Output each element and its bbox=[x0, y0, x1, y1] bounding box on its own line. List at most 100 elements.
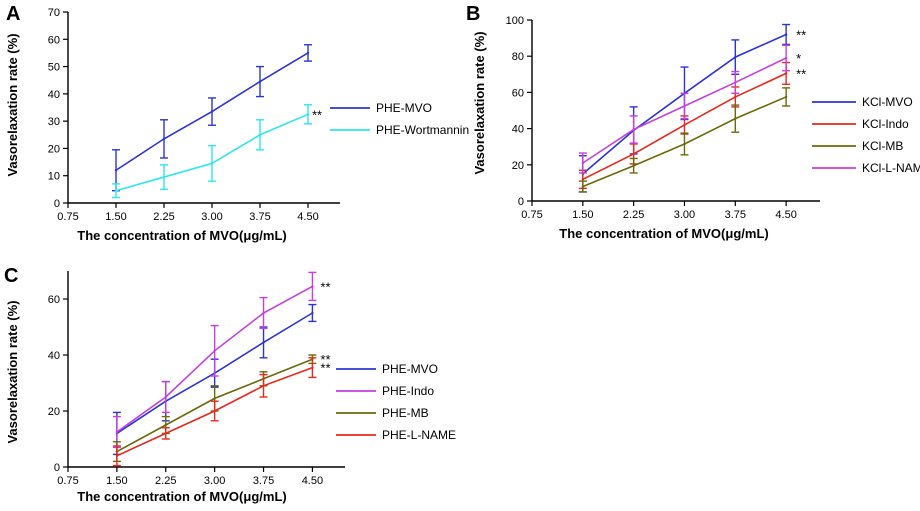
legend-label: PHE-L-NAME bbox=[382, 428, 456, 442]
series-phe-indo: ** bbox=[112, 271, 331, 449]
series-phe-wortmannin: ** bbox=[112, 104, 322, 199]
y-tick-label: 10 bbox=[48, 171, 60, 183]
data-point bbox=[210, 110, 214, 113]
data-point bbox=[115, 430, 119, 434]
legend-label: PHE-Wortmannin bbox=[376, 123, 469, 137]
data-point bbox=[164, 395, 167, 399]
data-point bbox=[632, 164, 635, 167]
y-tick-label: 70 bbox=[48, 7, 60, 19]
significance-marker: ** bbox=[796, 27, 806, 42]
data-point bbox=[581, 185, 585, 188]
x-tick-label: 4.50 bbox=[775, 209, 796, 221]
data-point bbox=[262, 384, 265, 387]
data-point bbox=[734, 95, 737, 99]
data-point bbox=[258, 80, 262, 83]
panel-c: C Vasorelaxation rate (%) The concentrat… bbox=[4, 265, 456, 504]
y-tick-label: 20 bbox=[48, 406, 60, 418]
x-tick-label: 4.50 bbox=[302, 475, 323, 487]
data-point bbox=[581, 178, 585, 181]
y-tick-label: 60 bbox=[48, 34, 60, 46]
y-tick-label: 20 bbox=[512, 160, 524, 172]
x-axis-label: The concentration of MVO(μg/mL) bbox=[559, 226, 768, 241]
data-point bbox=[213, 409, 216, 413]
data-point bbox=[632, 128, 635, 131]
y-tick-label: 100 bbox=[506, 15, 524, 27]
y-tick-label: 60 bbox=[48, 294, 60, 306]
data-point bbox=[306, 113, 310, 116]
x-tick-label: 3.75 bbox=[249, 211, 270, 223]
series-kcl-l-name: * bbox=[578, 44, 801, 174]
y-tick-label: 50 bbox=[48, 62, 60, 74]
data-point bbox=[164, 423, 167, 427]
significance-marker: ** bbox=[320, 279, 330, 294]
series-phe-mvo bbox=[112, 44, 312, 192]
data-point bbox=[258, 133, 262, 136]
significance-marker: * bbox=[796, 51, 801, 66]
y-tick-label: 40 bbox=[48, 89, 60, 101]
data-point bbox=[734, 81, 737, 84]
data-point bbox=[784, 56, 788, 60]
legend-label: KCl-L-NAME bbox=[862, 161, 920, 175]
data-point bbox=[262, 311, 265, 315]
data-point bbox=[213, 397, 216, 400]
data-point bbox=[311, 366, 314, 369]
y-tick-label: 40 bbox=[512, 124, 524, 136]
legend-label: KCl-MB bbox=[862, 139, 903, 153]
x-tick-label: 3.75 bbox=[253, 475, 274, 487]
data-point bbox=[311, 311, 314, 315]
y-axis-label: Vasorelaxation rate (%) bbox=[472, 31, 487, 174]
data-point bbox=[784, 95, 788, 99]
x-tick-label: 4.50 bbox=[297, 211, 318, 223]
x-tick-label: 3.75 bbox=[725, 209, 746, 221]
data-point bbox=[311, 285, 314, 288]
data-point bbox=[164, 432, 167, 435]
y-tick-label: 60 bbox=[512, 87, 524, 99]
y-tick-label: 20 bbox=[48, 143, 60, 155]
x-tick-label: 1.50 bbox=[106, 475, 127, 487]
x-axis-label: The concentration of MVO(μg/mL) bbox=[77, 489, 286, 504]
series-phe-l-name: ** bbox=[112, 357, 331, 467]
y-tick-label: 80 bbox=[512, 51, 524, 63]
series-kcl-mb bbox=[578, 87, 791, 193]
x-tick-label: 2.25 bbox=[155, 475, 176, 487]
y-axis-label: Vasorelaxation rate (%) bbox=[5, 300, 20, 443]
data-point bbox=[784, 72, 788, 75]
significance-marker: ** bbox=[320, 361, 330, 376]
x-axis-label: The concentration of MVO(μg/mL) bbox=[77, 228, 286, 243]
plot-area: 0 10 20 30 40 50 60 70 0.75 1.50 2.25 3.00 3.75 4.50 *… bbox=[48, 7, 469, 223]
data-point bbox=[162, 137, 166, 141]
significance-marker: ** bbox=[312, 107, 322, 122]
x-tick-label: 1.50 bbox=[572, 209, 593, 221]
data-point bbox=[683, 123, 686, 127]
y-axis-label: Vasorelaxation rate (%) bbox=[5, 33, 20, 176]
x-tick-label: 3.00 bbox=[674, 209, 695, 221]
legend-label: PHE-MVO bbox=[376, 101, 432, 115]
data-point bbox=[734, 55, 737, 59]
panel-a: A Vasorelaxation rate (%) The concentrat… bbox=[5, 3, 469, 243]
significance-marker: ** bbox=[320, 352, 330, 367]
y-tick-label: 0 bbox=[54, 462, 60, 474]
data-point bbox=[784, 33, 788, 36]
x-tick-label: 3.00 bbox=[204, 475, 225, 487]
x-tick-label: 1.50 bbox=[105, 211, 126, 223]
x-tick-label: 0.75 bbox=[57, 211, 78, 223]
x-tick-label: 2.25 bbox=[153, 211, 174, 223]
data-point bbox=[734, 117, 737, 120]
legend-label: KCl-Indo bbox=[862, 117, 909, 131]
data-point bbox=[114, 169, 118, 172]
data-point bbox=[213, 349, 216, 352]
legend-label: PHE-Indo bbox=[382, 384, 434, 398]
data-point bbox=[306, 51, 310, 55]
panel-b: B Vasorelaxation rate (%) The concentrat… bbox=[466, 3, 920, 241]
y-tick-label: 40 bbox=[48, 350, 60, 362]
y-tick-label: 0 bbox=[54, 198, 60, 210]
data-point bbox=[210, 162, 214, 165]
data-point bbox=[115, 454, 119, 457]
x-tick-label: 2.25 bbox=[623, 209, 644, 221]
legend: PHE-MVO PHE-Wortmannin bbox=[330, 101, 469, 137]
x-tick-label: 0.75 bbox=[57, 475, 78, 487]
panel-letter: C bbox=[4, 265, 18, 287]
